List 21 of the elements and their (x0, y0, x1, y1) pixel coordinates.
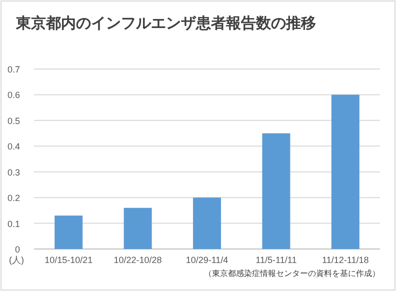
bar (193, 198, 221, 249)
x-tick-label: 10/15-10/21 (44, 255, 93, 265)
y-axis-title: (人) (9, 255, 24, 265)
y-tick-label: 0.6 (7, 90, 20, 100)
y-tick-label: 0.4 (7, 142, 20, 152)
y-tick-label: 0.5 (7, 116, 20, 126)
x-tick-label: 10/29-11/4 (186, 255, 228, 265)
x-tick-label: 10/22-10/28 (114, 255, 162, 265)
bar (331, 94, 360, 249)
y-tick-label: 0.1 (7, 218, 20, 229)
bar (124, 208, 152, 249)
x-tick-label: 11/5-11/11 (256, 255, 297, 265)
bar (54, 216, 83, 249)
chart-title: 東京都内のインフルエンザ患者報告数の推移 (15, 14, 316, 32)
y-tick-label: 0.7 (7, 64, 20, 74)
y-tick-label: 0.3 (7, 167, 20, 178)
text: （東京都感染症情報センターの資料を基に作成） (204, 269, 380, 278)
bar (262, 133, 290, 249)
y-tick-label: 0 (14, 244, 20, 254)
y-tick-label: 0.2 (7, 193, 20, 204)
x-tick-label: 11/12-11/18 (322, 255, 369, 265)
